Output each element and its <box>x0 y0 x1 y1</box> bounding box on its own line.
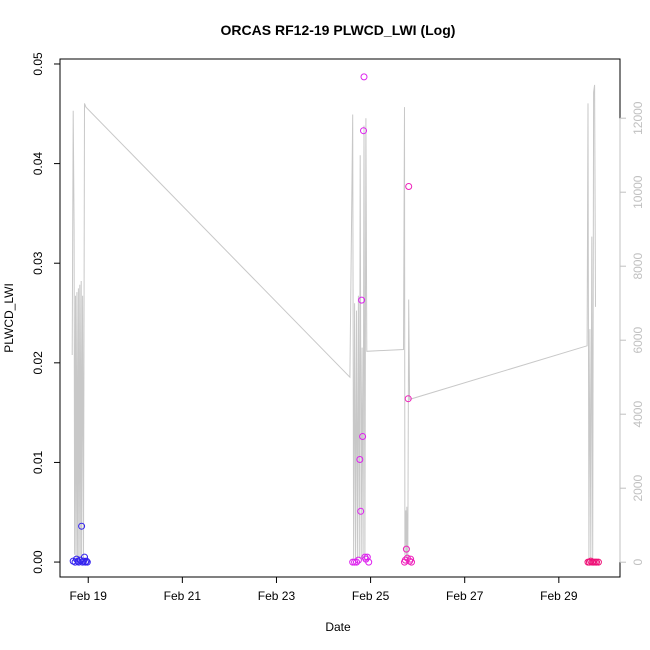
data-points <box>69 73 602 566</box>
right-axis-series <box>71 84 596 559</box>
y-tick-label: 0.02 <box>31 351 45 375</box>
data-point <box>75 558 83 566</box>
y-tick-label: 0.03 <box>31 251 45 275</box>
data-point <box>401 556 409 564</box>
data-point <box>78 522 86 530</box>
data-point <box>358 296 366 304</box>
data-point <box>356 456 364 463</box>
y2-tick-label: 0 <box>631 559 645 566</box>
data-point <box>402 545 410 553</box>
x-tick-label: Feb 25 <box>352 589 390 603</box>
x-axis-label: Date <box>325 620 351 634</box>
data-point <box>353 558 360 566</box>
x-tick-label: Feb 27 <box>446 589 484 603</box>
y-tick-label: 0.00 <box>31 550 45 574</box>
x-tick-label: Feb 19 <box>70 589 108 603</box>
y-tick-label: 0.05 <box>31 52 45 76</box>
y-axis: 0.00 0.01 0.02 0.03 0.04 0.05 <box>31 52 61 574</box>
x-axis: Feb 19 Feb 21 Feb 23 Feb 25 Feb 27 Feb 29 <box>70 576 578 603</box>
data-point <box>365 558 373 566</box>
right-y-axis: 0 2000 4000 6000 8000 10000 12000 <box>619 101 645 566</box>
data-point <box>405 183 413 190</box>
data-point <box>360 127 367 135</box>
data-point <box>360 73 368 81</box>
x-tick-label: Feb 23 <box>258 589 296 603</box>
x-tick-label: Feb 29 <box>540 589 578 603</box>
y2-tick-label: 4000 <box>631 401 645 428</box>
y2-tick-label: 2000 <box>631 475 645 502</box>
data-point <box>357 507 365 515</box>
data-point <box>83 558 91 566</box>
right-axis-line <box>71 84 596 559</box>
y-axis-label: PLWCD_LWI <box>2 283 16 353</box>
data-point <box>594 558 602 566</box>
data-point <box>593 558 600 566</box>
data-point <box>354 556 362 564</box>
plot-box <box>59 58 621 578</box>
data-point <box>408 558 415 566</box>
chart-title: ORCAS RF12-19 PLWCD_LWI (Log) <box>221 22 456 38</box>
data-point <box>407 555 415 563</box>
y2-tick-label: 8000 <box>631 253 645 280</box>
data-point <box>359 433 367 440</box>
y-tick-label: 0.01 <box>31 450 45 474</box>
y-tick-label: 0.04 <box>31 152 45 176</box>
data-point <box>351 558 359 566</box>
x-tick-label: Feb 21 <box>164 589 202 603</box>
data-point <box>82 557 90 565</box>
y2-tick-label: 12000 <box>631 101 645 135</box>
data-point <box>81 558 89 566</box>
data-point <box>404 395 412 403</box>
data-point <box>363 553 371 561</box>
y2-tick-label: 10000 <box>631 175 645 209</box>
y2-tick-label: 6000 <box>631 327 645 354</box>
